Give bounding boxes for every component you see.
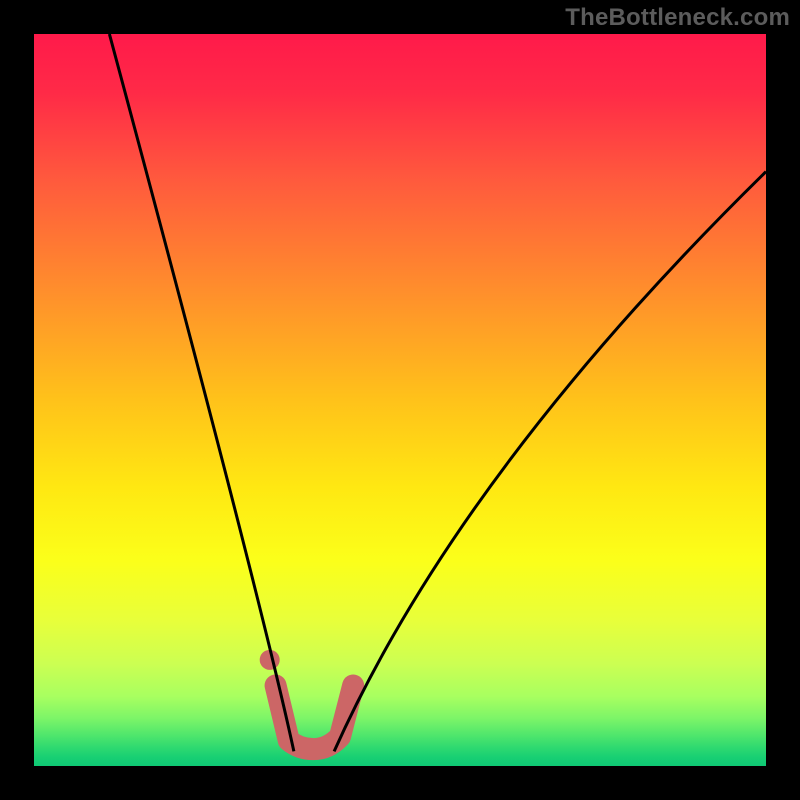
chart-frame: TheBottleneck.com [0,0,800,800]
watermark-text: TheBottleneck.com [565,4,790,32]
plot-area [34,34,766,766]
plot-svg [34,34,766,766]
plot-background [34,34,766,766]
